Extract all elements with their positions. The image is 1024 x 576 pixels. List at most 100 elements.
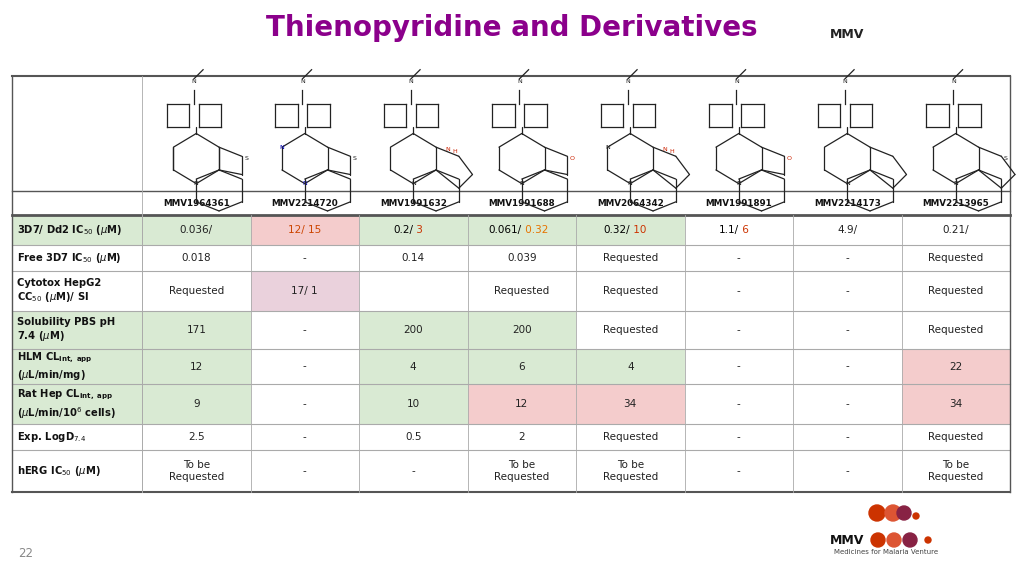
Text: 0.21/: 0.21/ [942,225,969,235]
Text: -: - [846,466,849,476]
Text: -: - [846,286,849,296]
Text: Cytotox HepG2
CC$_{50}$ ($\mu$M)/ SI: Cytotox HepG2 CC$_{50}$ ($\mu$M)/ SI [17,278,101,304]
Text: -: - [303,362,306,372]
Text: MMV1991891: MMV1991891 [706,199,772,207]
Bar [251,215,359,245]
Text: 34: 34 [949,399,963,409]
Text: 3D7/ Dd2 IC$_{50}$ ($\mu$M): 3D7/ Dd2 IC$_{50}$ ($\mu$M) [17,223,122,237]
Text: Requested: Requested [603,286,657,296]
Bar [251,271,359,311]
Text: hERG IC$_{50}$ ($\mu$M): hERG IC$_{50}$ ($\mu$M) [17,464,100,478]
Bar [901,349,1010,384]
Text: Medicines for Malaria Venture: Medicines for Malaria Venture [834,549,938,555]
Text: N: N [300,78,305,84]
Circle shape [897,506,911,520]
Text: 171: 171 [186,325,206,335]
Text: -: - [846,399,849,409]
Bar [142,311,251,349]
Text: 17/ 1: 17/ 1 [292,286,318,296]
Text: N: N [302,181,307,186]
Text: 0.32/: 0.32/ [603,225,630,235]
Text: Exp. LogD$_{7.4}$: Exp. LogD$_{7.4}$ [17,430,86,444]
Text: N: N [191,78,197,84]
Bar [575,349,684,384]
Circle shape [887,533,901,547]
Text: 22: 22 [18,547,33,560]
Text: S: S [245,156,248,161]
Text: N: N [626,78,631,84]
Text: To be
Requested: To be Requested [169,460,224,482]
Text: -: - [737,325,740,335]
Text: MMV1991688: MMV1991688 [488,199,555,207]
Text: -: - [846,432,849,442]
Text: N: N [628,181,633,186]
Bar [359,311,468,349]
Text: 12/ 15: 12/ 15 [288,225,322,235]
Text: 0.5: 0.5 [406,432,422,442]
Bar [12,215,142,245]
Text: 200: 200 [403,325,423,335]
Text: 9: 9 [193,399,200,409]
Text: 200: 200 [512,325,531,335]
Text: Requested: Requested [928,432,983,442]
Text: 0.14: 0.14 [401,253,425,263]
Text: 12: 12 [189,362,203,372]
Text: MMV2213965: MMV2213965 [923,199,989,207]
Text: -: - [737,399,740,409]
Text: -: - [303,466,306,476]
Text: -: - [846,253,849,263]
Circle shape [903,533,918,547]
Text: -: - [303,399,306,409]
Text: Requested: Requested [928,286,983,296]
Text: -: - [737,466,740,476]
Text: To be
Requested: To be Requested [495,460,549,482]
Text: -: - [846,325,849,335]
Text: 4: 4 [627,362,634,372]
Text: -: - [737,253,740,263]
Text: O: O [569,156,574,161]
Text: MMV: MMV [830,28,864,41]
Text: Requested: Requested [928,325,983,335]
Text: Requested: Requested [495,286,549,296]
Text: 6: 6 [518,362,525,372]
Text: N: N [409,78,414,84]
Text: N: N [843,78,847,84]
Text: MMV: MMV [830,533,864,547]
Text: S: S [1004,156,1008,161]
Text: MMV2214173: MMV2214173 [814,199,881,207]
Text: N: N [411,181,416,186]
Text: N: N [663,147,667,152]
Text: -: - [737,362,740,372]
Bar [142,384,251,424]
Text: Thienopyridine and Derivatives: Thienopyridine and Derivatives [266,14,758,42]
Text: -: - [303,432,306,442]
Text: N: N [953,181,958,186]
Text: Requested: Requested [169,286,224,296]
Bar [142,349,251,384]
Text: Solubility PBS pH
7.4 ($\mu$M): Solubility PBS pH 7.4 ($\mu$M) [17,317,115,343]
Bar [575,215,684,245]
Circle shape [871,533,885,547]
Text: 6: 6 [738,225,749,235]
Bar [359,349,468,384]
Text: O: O [786,156,792,161]
Text: To be
Requested: To be Requested [603,460,657,482]
Circle shape [869,505,885,521]
Bar [575,384,684,424]
Bar [359,384,468,424]
Text: 10: 10 [630,225,646,235]
Text: 3: 3 [414,225,423,235]
Text: 12: 12 [515,399,528,409]
Bar [468,311,575,349]
Text: H: H [452,149,457,154]
Text: MMV1964361: MMV1964361 [163,199,229,207]
Text: 22: 22 [949,362,963,372]
Text: -: - [303,253,306,263]
Bar [12,349,142,384]
Circle shape [925,537,931,543]
Text: Requested: Requested [603,325,657,335]
Text: N: N [734,78,739,84]
Text: 0.2/: 0.2/ [393,225,414,235]
Text: -: - [846,362,849,372]
Text: N: N [736,181,741,186]
